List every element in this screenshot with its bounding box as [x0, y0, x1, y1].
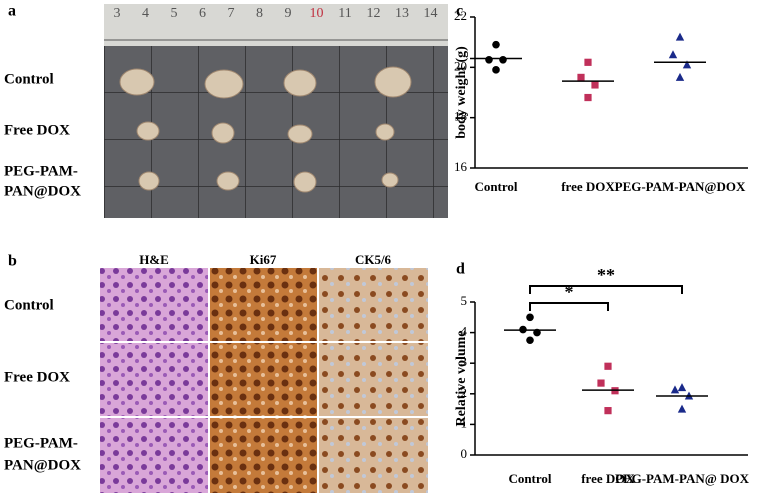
ruler-label: 3 — [114, 6, 121, 21]
row-label: Control — [4, 71, 54, 87]
column-label: H&E — [139, 252, 169, 267]
column-label: CK5/6 — [355, 252, 392, 267]
x-tick-label: Control — [508, 471, 551, 486]
row-label: PAN@DOX — [4, 457, 81, 473]
significance-label: ** — [597, 265, 615, 285]
panel-label: c — [456, 3, 463, 20]
ruler-label: 8 — [256, 6, 263, 21]
ruler-label: 10 — [310, 6, 324, 21]
histology-grid — [100, 268, 428, 493]
ruler-label: 11 — [338, 6, 351, 21]
panel-label: a — [8, 3, 16, 20]
data-point — [526, 313, 534, 322]
x-tick-label: free DOX — [581, 471, 635, 486]
data-point — [591, 81, 599, 89]
y-tick-label: 1 — [461, 415, 468, 430]
column-label: Ki67 — [250, 252, 277, 267]
panel-label: b — [8, 253, 17, 270]
ruler-label: 7 — [228, 6, 235, 21]
y-tick-label: 0 — [461, 446, 468, 461]
row-label: PAN@DOX — [4, 183, 81, 199]
ruler-label: 5 — [171, 6, 178, 21]
y-axis-label: Relative volume — [454, 330, 469, 426]
x-tick-label: PEG-PAM-PAN@DOX — [615, 179, 746, 194]
row-label: Free DOX — [4, 122, 70, 138]
x-tick-label: free DOX — [561, 179, 615, 194]
data-point — [584, 58, 592, 66]
y-tick-label: 18 — [454, 109, 467, 124]
x-tick-label: PEG-PAM-PAN@ DOX — [615, 471, 750, 486]
ruler-label: 4 — [142, 6, 149, 21]
data-point — [675, 72, 685, 81]
row-label: PEG-PAM- — [4, 435, 78, 451]
data-point — [584, 93, 592, 102]
data-point — [677, 383, 687, 392]
row-label: PEG-PAM- — [4, 163, 78, 179]
ruler-label: 14 — [424, 6, 438, 21]
data-point — [670, 385, 680, 394]
data-point — [668, 50, 678, 59]
y-tick-label: 4 — [461, 324, 468, 339]
tumor-photo — [104, 4, 448, 218]
ruler-label: 6 — [199, 6, 206, 21]
y-tick-label: 16 — [454, 159, 468, 174]
y-tick-label: 22 — [454, 8, 467, 23]
data-point — [677, 404, 687, 413]
data-point — [682, 60, 692, 69]
data-point — [675, 32, 685, 41]
y-tick-label: 5 — [461, 293, 468, 308]
y-axis-label: body weight (g) — [454, 46, 469, 139]
data-point — [492, 40, 500, 49]
y-tick-label: 20 — [454, 58, 467, 73]
data-point — [604, 407, 612, 415]
data-point — [604, 362, 612, 370]
data-point — [526, 336, 534, 345]
significance-label: * — [565, 282, 574, 302]
ruler-label: 12 — [367, 6, 381, 21]
significance-bracket — [529, 302, 609, 311]
data-point — [597, 379, 605, 387]
ruler-label: 9 — [285, 6, 292, 21]
row-label: Free DOX — [4, 369, 70, 385]
data-point — [485, 55, 493, 64]
data-point — [577, 73, 585, 81]
y-tick-label: 2 — [461, 385, 468, 400]
x-tick-label: Control — [474, 179, 517, 194]
significance-bracket — [529, 285, 683, 294]
ruler-label: 13 — [395, 6, 409, 21]
row-label: Control — [4, 297, 54, 313]
y-tick-label: 3 — [461, 354, 468, 369]
data-point — [499, 55, 507, 64]
data-point — [492, 66, 500, 74]
panel-label: d — [456, 261, 465, 278]
